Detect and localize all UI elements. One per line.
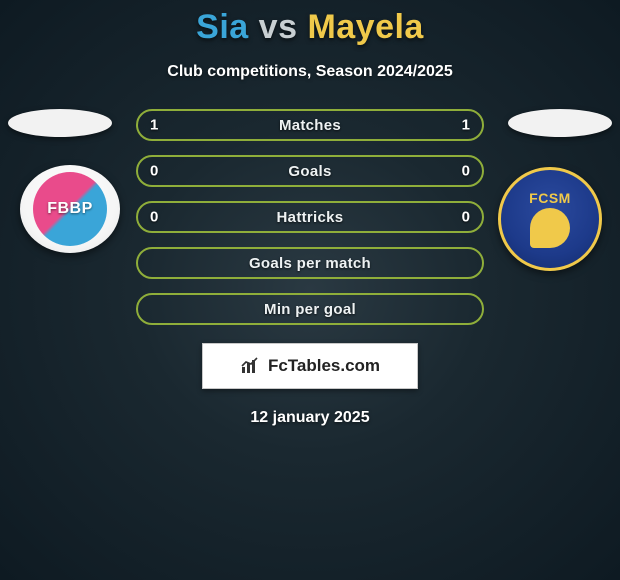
stat-label: Goals per match bbox=[249, 255, 371, 272]
stat-value-right: 0 bbox=[462, 163, 470, 180]
stat-row: Min per goal bbox=[136, 293, 484, 325]
stat-label: Hattricks bbox=[277, 209, 344, 226]
club-badge-left-text: FBBP bbox=[33, 172, 107, 246]
chart-icon bbox=[240, 357, 262, 375]
player-photo-placeholder-right bbox=[508, 109, 612, 137]
title-player-right: Mayela bbox=[307, 8, 423, 46]
page-title: Sia vs Mayela bbox=[0, 0, 620, 47]
stat-label: Matches bbox=[279, 117, 341, 134]
lion-icon bbox=[530, 208, 570, 248]
stat-label: Min per goal bbox=[264, 301, 356, 318]
stat-row: Hattricks 0 0 bbox=[136, 201, 484, 233]
date-text: 12 january 2025 bbox=[0, 409, 620, 427]
club-badge-right-inner: FCSM bbox=[529, 190, 571, 248]
title-player-left: Sia bbox=[196, 8, 249, 46]
stat-value-right: 0 bbox=[462, 209, 470, 226]
stat-label: Goals bbox=[288, 163, 331, 180]
subtitle: Club competitions, Season 2024/2025 bbox=[0, 63, 620, 81]
stat-value-left: 1 bbox=[150, 117, 158, 134]
club-badge-right-text: FCSM bbox=[529, 190, 571, 206]
stat-row: Matches 1 1 bbox=[136, 109, 484, 141]
comparison-container: FBBP FCSM Matches11Goals00Hattricks00Goa… bbox=[0, 109, 620, 325]
stat-row: Goals 0 0 bbox=[136, 155, 484, 187]
stat-value-left: 0 bbox=[150, 209, 158, 226]
player-photo-placeholder-left bbox=[8, 109, 112, 137]
club-badge-left: FBBP bbox=[20, 165, 120, 253]
title-vs: vs bbox=[259, 8, 298, 46]
brand-text: FcTables.com bbox=[268, 356, 380, 376]
stat-value-right: 1 bbox=[462, 117, 470, 134]
stat-value-left: 0 bbox=[150, 163, 158, 180]
stat-rows: Matches 1 1 Goals 0 0 Hattricks 0 0 Goals per mat… bbox=[136, 109, 484, 325]
brand-box: FcTables.com bbox=[202, 343, 418, 389]
club-badge-right: FCSM bbox=[498, 167, 602, 271]
stat-row: Goals per match bbox=[136, 247, 484, 279]
